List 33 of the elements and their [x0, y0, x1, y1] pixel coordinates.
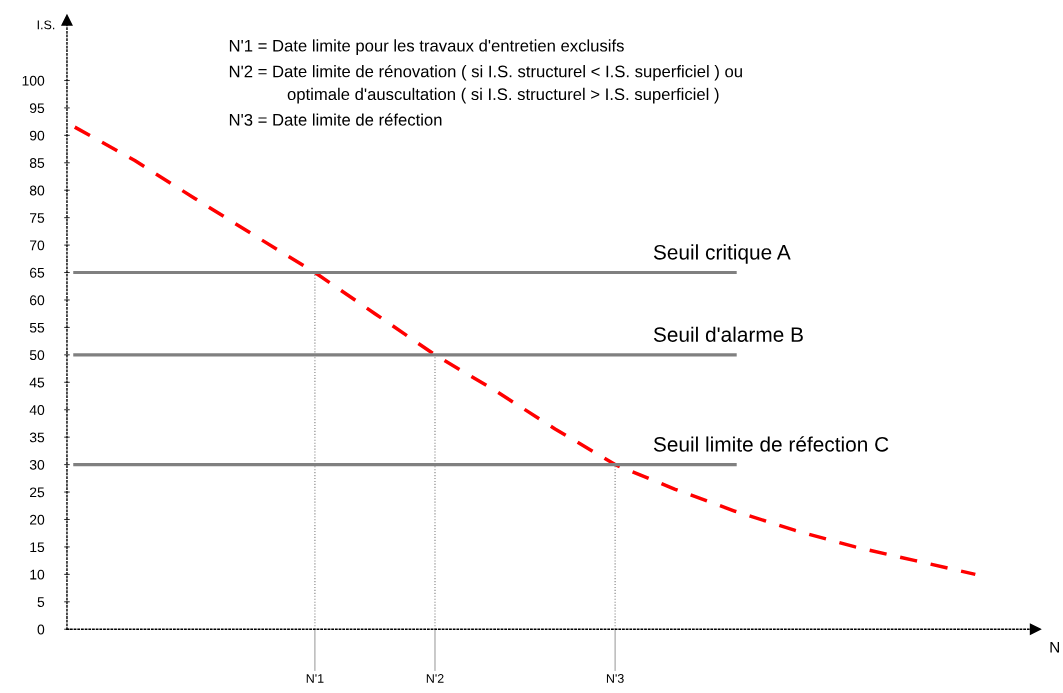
- y-tick-label: 5: [37, 597, 45, 607]
- y-tick-label: 25: [30, 487, 45, 498]
- y-tick-label: 30: [29, 459, 45, 470]
- annotation: N'1 = Date limite pour les travaux d'entretien exclusifs: [229, 39, 624, 55]
- x-tick-label: N'2: [426, 674, 444, 683]
- y-tick-label: 10: [30, 569, 45, 580]
- series-label: Seuil limite de réfection C: [653, 436, 889, 452]
- x-axis-title: N: [1050, 641, 1059, 653]
- series-label: Seuil d'alarme B: [653, 326, 803, 342]
- y-axis-title: I.S.: [37, 20, 55, 30]
- x-tick-label: N'3: [606, 674, 624, 683]
- y-tick-label: 60: [30, 295, 45, 306]
- y-tick-label: 0: [37, 624, 45, 635]
- annotation: optimale d'auscultation ( si I.S. structurel > I.S. superficiel ): [287, 87, 719, 104]
- y-tick-label: 35: [29, 432, 45, 443]
- y-tick-label: 15: [30, 542, 45, 553]
- y-tick-label: 20: [30, 514, 45, 525]
- y-tick-label: 75: [30, 213, 45, 223]
- y-tick-label: 40: [29, 405, 45, 415]
- y-tick-label: 50: [29, 350, 45, 361]
- y-tick-label: 90: [29, 130, 45, 141]
- y-tick-label: 55: [29, 322, 45, 333]
- y-tick-label: 100: [22, 75, 45, 86]
- series-label: Seuil critique A: [653, 244, 791, 264]
- annotation: N'2 = Date limite de rénovation ( si I.S. structurel < I.S. superficiel ) ou: [229, 64, 742, 81]
- y-tick-label: 85: [29, 158, 45, 168]
- y-tick-label: 45: [29, 377, 45, 388]
- y-tick-label: 80: [29, 185, 45, 196]
- y-tick-label: 95: [29, 103, 45, 114]
- annotation: N'3 = Date limite de réfection: [229, 113, 442, 126]
- x-tick-label: N'1: [306, 674, 324, 683]
- y-tick-label: 65: [30, 267, 45, 278]
- y-tick-label: 70: [30, 240, 45, 251]
